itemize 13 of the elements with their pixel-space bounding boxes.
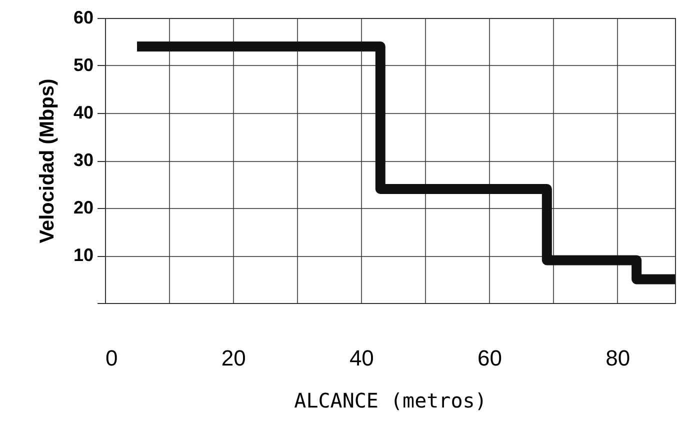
y-tick-label: 40 bbox=[73, 102, 94, 122]
y-tick-label: 60 bbox=[73, 8, 94, 28]
x-tick-label: 0 bbox=[106, 346, 118, 370]
y-tick-label: 20 bbox=[73, 198, 94, 218]
x-tick-label: 60 bbox=[478, 346, 502, 370]
x-axis-title: ALCANCE (metros) bbox=[294, 388, 487, 412]
x-tick-label: 40 bbox=[349, 346, 374, 370]
x-tick-label: 20 bbox=[221, 346, 246, 370]
y-tick-label: 50 bbox=[73, 55, 94, 75]
y-axis-title: Velocidad (Mbps) bbox=[36, 78, 58, 244]
y-tick-label: 10 bbox=[73, 245, 94, 265]
y-tick-label: 30 bbox=[73, 150, 94, 170]
x-tick-label: 80 bbox=[606, 346, 630, 370]
